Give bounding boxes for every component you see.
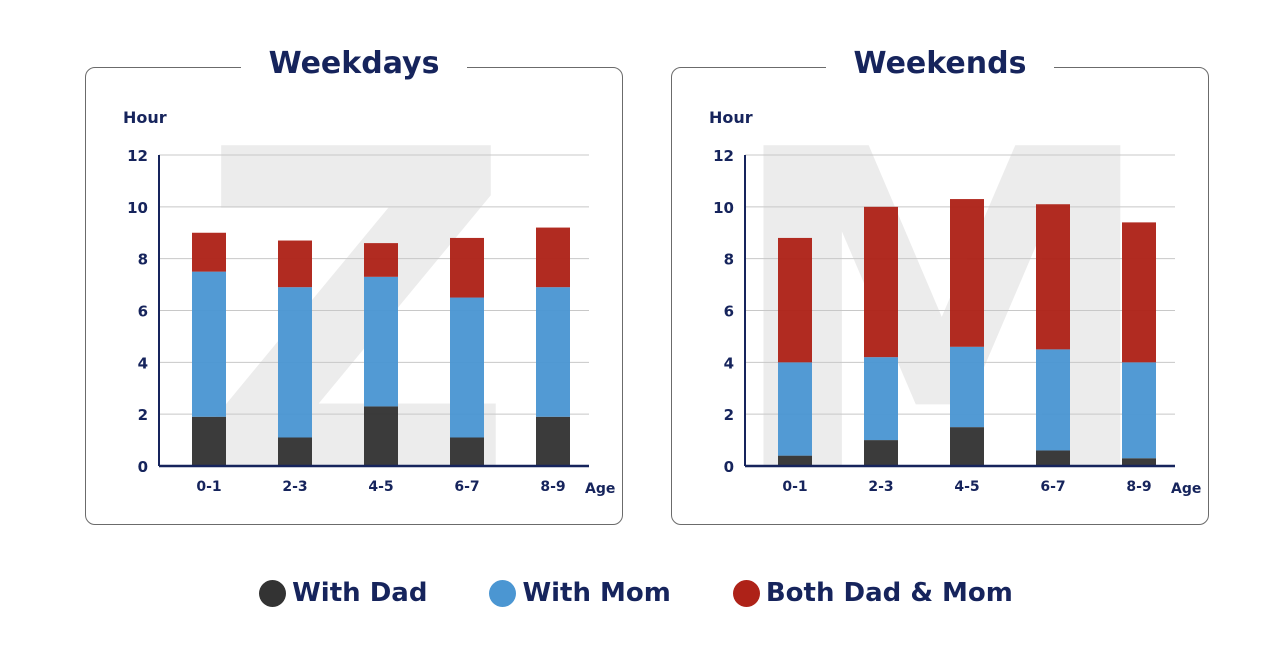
legend-item-mom: With Mom — [489, 578, 671, 608]
weekdays-bar-dad-8-9 — [536, 416, 570, 466]
legend-label-dad: With Dad — [292, 578, 428, 608]
weekdays-x-tick-label: 6-7 — [454, 479, 479, 495]
weekdays-bar-both-4-5 — [364, 243, 398, 277]
legend-label-mom: With Mom — [522, 578, 671, 608]
weekends-y-axis-title: Hour — [709, 108, 753, 127]
weekdays-y-axis-title: Hour — [123, 108, 167, 127]
weekends-bar-dad-2-3 — [864, 440, 898, 466]
weekends-bar-mom-8-9 — [1122, 362, 1156, 459]
weekends-x-tick-label: 6-7 — [1040, 479, 1065, 495]
weekdays-y-tick-label: 6 — [138, 303, 148, 321]
weekends-bar-both-6-7 — [1036, 204, 1070, 350]
weekdays-bar-mom-6-7 — [450, 297, 484, 438]
weekdays-x-axis-title: Age — [585, 481, 615, 497]
weekdays-bar-dad-2-3 — [278, 437, 312, 466]
weekdays-x-tick-label: 0-1 — [196, 479, 221, 495]
weekends-bar-both-4-5 — [950, 199, 984, 347]
weekends-y-tick-label: 12 — [713, 147, 734, 165]
weekends-y-tick-label: 0 — [724, 458, 734, 476]
weekdays-y-tick-label: 2 — [138, 406, 148, 424]
weekdays-bar-mom-2-3 — [278, 287, 312, 438]
weekdays-chart-title: Weekdays — [240, 46, 468, 81]
weekdays-y-tick-label: 12 — [127, 147, 148, 165]
weekends-bar-dad-6-7 — [1036, 450, 1070, 466]
weekends-bar-dad-4-5 — [950, 427, 984, 466]
weekends-x-axis-title: Age — [1171, 481, 1201, 497]
legend-swatch-mom — [489, 579, 517, 607]
weekends-y-tick-label: 4 — [724, 354, 734, 372]
weekends-chart-title: Weekends — [825, 46, 1055, 81]
weekdays-bar-both-6-7 — [450, 237, 484, 298]
weekdays-chart-panel: Weekdays Z 0 2 4 6 8 10 12 Hour 0-1 2-3 4-5 6-7 8-9 Ag… — [85, 46, 623, 570]
weekends-bar-both-2-3 — [864, 206, 898, 358]
weekdays-bar-both-0-1 — [192, 232, 226, 272]
chart-legend: With Dad With Mom Both Dad & Mom — [0, 578, 1272, 608]
weekends-bar-mom-4-5 — [950, 346, 984, 428]
weekdays-x-tick-label: 2-3 — [282, 479, 307, 495]
weekends-x-tick-label: 4-5 — [954, 479, 979, 495]
weekdays-bar-both-2-3 — [278, 240, 312, 288]
weekends-x-tick-label: 8-9 — [1126, 479, 1151, 495]
weekdays-chart-title-wrap: Weekdays — [86, 42, 622, 86]
legend-label-both: Both Dad & Mom — [765, 578, 1013, 608]
weekends-x-tick-label: 2-3 — [868, 479, 893, 495]
weekdays-bar-mom-8-9 — [536, 287, 570, 417]
weekends-chart-panel: Weekends M 0 2 4 6 8 10 12 Hour 0-1 2-3 4-5 6-7 8-9 Ag… — [671, 46, 1209, 570]
weekends-y-tick-label: 10 — [713, 199, 734, 217]
weekends-x-tick-label: 0-1 — [782, 479, 807, 495]
weekdays-bar-dad-0-1 — [192, 416, 226, 466]
weekends-bar-both-8-9 — [1122, 222, 1156, 363]
legend-item-both: Both Dad & Mom — [732, 578, 1013, 608]
weekdays-y-tick-label: 8 — [138, 251, 148, 269]
weekdays-bar-dad-4-5 — [364, 406, 398, 466]
legend-swatch-both — [732, 579, 760, 607]
weekends-y-tick-label: 6 — [724, 303, 734, 321]
weekends-bar-both-0-1 — [778, 237, 812, 363]
weekends-bar-dad-0-1 — [778, 455, 812, 466]
weekends-bar-mom-6-7 — [1036, 349, 1070, 451]
weekdays-y-tick-label: 4 — [138, 354, 148, 372]
weekdays-x-tick-label: 4-5 — [368, 479, 393, 495]
legend-item-dad: With Dad — [259, 578, 427, 608]
weekdays-bar-dad-6-7 — [450, 437, 484, 466]
weekdays-bar-both-8-9 — [536, 227, 570, 288]
weekends-y-tick-label: 2 — [724, 406, 734, 424]
weekdays-y-tick-label: 10 — [127, 199, 148, 217]
weekdays-bar-mom-0-1 — [192, 271, 226, 417]
weekends-bar-dad-8-9 — [1122, 458, 1156, 466]
weekends-y-tick-label: 8 — [724, 251, 734, 269]
weekends-chart-title-wrap: Weekends — [672, 42, 1208, 86]
weekdays-x-tick-label: 8-9 — [540, 479, 565, 495]
weekends-bar-mom-0-1 — [778, 362, 812, 456]
weekdays-y-tick-label: 0 — [138, 458, 148, 476]
weekends-bar-mom-2-3 — [864, 357, 898, 441]
weekdays-bar-mom-4-5 — [364, 276, 398, 407]
legend-swatch-dad — [259, 579, 287, 607]
